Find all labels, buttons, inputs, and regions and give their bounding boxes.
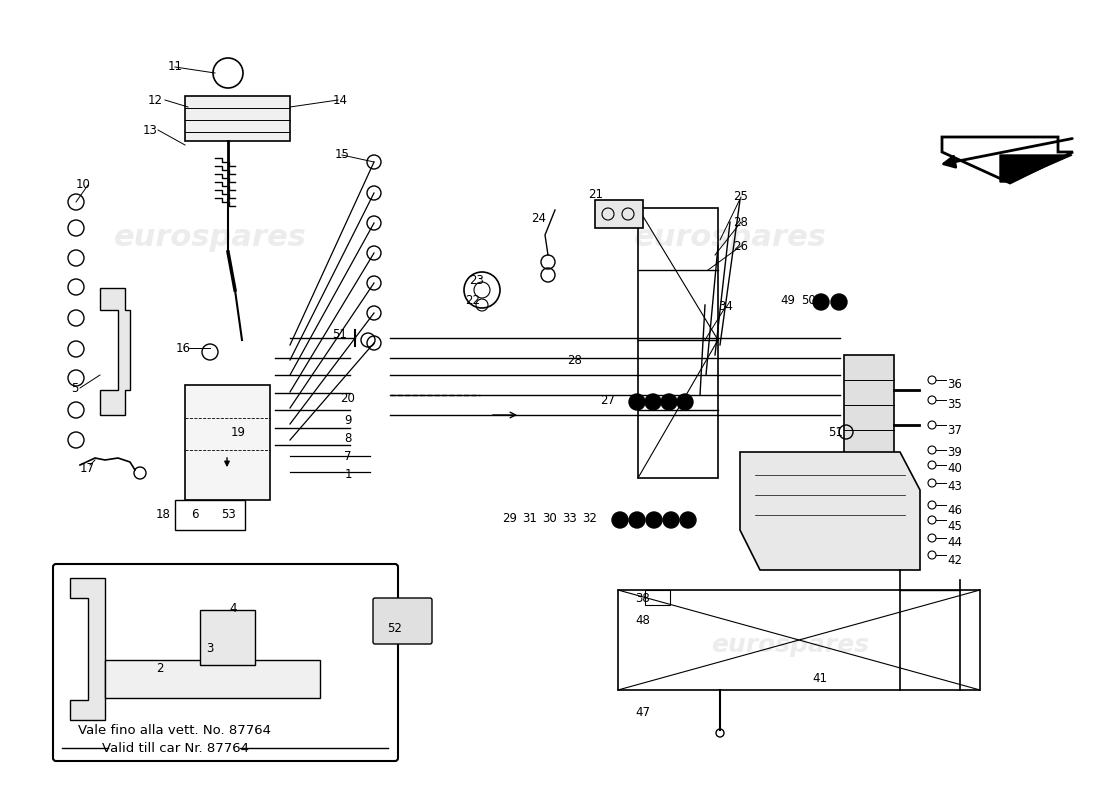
Text: 38: 38 — [636, 591, 650, 605]
Text: Vale fino alla vett. No. 87764: Vale fino alla vett. No. 87764 — [78, 723, 272, 737]
Circle shape — [676, 394, 693, 410]
Text: 52: 52 — [387, 622, 403, 634]
Text: 14: 14 — [332, 94, 348, 106]
Circle shape — [612, 512, 628, 528]
Text: 25: 25 — [734, 190, 748, 203]
Circle shape — [680, 512, 696, 528]
Bar — [844, 355, 894, 460]
Text: 12: 12 — [147, 94, 163, 106]
Circle shape — [830, 294, 847, 310]
Text: 18: 18 — [155, 509, 170, 522]
Text: 32: 32 — [583, 511, 597, 525]
Text: 5: 5 — [72, 382, 79, 394]
Text: 1: 1 — [344, 467, 352, 481]
Polygon shape — [100, 288, 130, 415]
Text: 50: 50 — [801, 294, 815, 306]
Text: 30: 30 — [542, 511, 558, 525]
Text: 2: 2 — [156, 662, 164, 674]
Text: 49: 49 — [781, 294, 795, 306]
Text: 16: 16 — [176, 342, 190, 354]
Bar — [645, 590, 670, 605]
Text: 29: 29 — [503, 511, 517, 525]
Text: 33: 33 — [562, 511, 578, 525]
Polygon shape — [1000, 155, 1072, 182]
Text: 46: 46 — [947, 503, 962, 517]
Text: 17: 17 — [79, 462, 95, 474]
Bar — [185, 385, 270, 500]
Circle shape — [629, 394, 645, 410]
Text: 48: 48 — [636, 614, 650, 626]
Text: 27: 27 — [601, 394, 616, 406]
Text: 28: 28 — [568, 354, 582, 366]
Text: 28: 28 — [734, 215, 748, 229]
Text: 51: 51 — [332, 329, 348, 342]
Text: 13: 13 — [143, 123, 157, 137]
Text: eurospares: eurospares — [131, 633, 289, 657]
Text: 47: 47 — [636, 706, 650, 718]
Text: 45: 45 — [947, 519, 962, 533]
Text: eurospares: eurospares — [113, 223, 307, 253]
Text: 15: 15 — [334, 149, 350, 162]
Text: 39: 39 — [947, 446, 962, 458]
Text: 43: 43 — [947, 481, 962, 494]
Bar — [175, 500, 245, 530]
Text: eurospares: eurospares — [711, 633, 869, 657]
Polygon shape — [70, 578, 104, 720]
FancyBboxPatch shape — [53, 564, 398, 761]
Text: 3: 3 — [207, 642, 213, 654]
Text: 53: 53 — [221, 509, 235, 522]
Text: 9: 9 — [344, 414, 352, 426]
Polygon shape — [740, 452, 920, 570]
Text: 35: 35 — [947, 398, 962, 411]
Bar — [185, 96, 290, 141]
Text: 51: 51 — [828, 426, 844, 438]
Bar — [595, 200, 644, 228]
Text: 44: 44 — [947, 537, 962, 550]
Circle shape — [645, 394, 661, 410]
Circle shape — [661, 394, 676, 410]
Text: 19: 19 — [231, 426, 245, 438]
Bar — [200, 610, 255, 665]
Bar — [638, 208, 718, 478]
Text: 41: 41 — [813, 671, 827, 685]
Text: 8: 8 — [344, 431, 352, 445]
Text: eurospares: eurospares — [634, 223, 826, 253]
Text: 4: 4 — [229, 602, 236, 614]
Text: 6: 6 — [191, 509, 199, 522]
Text: 34: 34 — [718, 299, 734, 313]
Text: 37: 37 — [947, 423, 962, 437]
Bar — [104, 660, 320, 698]
Circle shape — [646, 512, 662, 528]
Text: 36: 36 — [947, 378, 962, 391]
Text: 21: 21 — [588, 189, 604, 202]
Text: 10: 10 — [76, 178, 90, 191]
Circle shape — [663, 512, 679, 528]
Text: Valid till car Nr. 87764: Valid till car Nr. 87764 — [101, 742, 249, 754]
FancyBboxPatch shape — [373, 598, 432, 644]
Text: 11: 11 — [167, 61, 183, 74]
Text: 40: 40 — [947, 462, 962, 474]
Text: eurospares: eurospares — [96, 633, 254, 657]
Text: 23: 23 — [470, 274, 484, 286]
Text: 42: 42 — [947, 554, 962, 566]
Text: 7: 7 — [344, 450, 352, 462]
Circle shape — [813, 294, 829, 310]
Text: 31: 31 — [522, 511, 538, 525]
Circle shape — [629, 512, 645, 528]
Text: 20: 20 — [341, 391, 355, 405]
Text: 26: 26 — [734, 239, 748, 253]
Text: 22: 22 — [465, 294, 481, 306]
Text: 24: 24 — [531, 211, 547, 225]
